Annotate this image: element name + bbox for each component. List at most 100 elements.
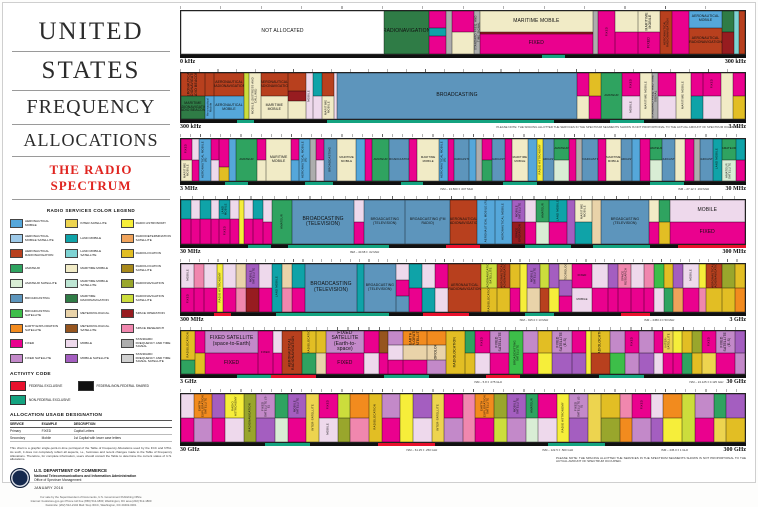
- legend-item: INTER-SATELLITE: [65, 217, 116, 230]
- allocation-block: LAND MOBILE: [712, 138, 722, 181]
- allocation-label: BROADCASTING: [327, 147, 332, 172]
- allocation-block: [716, 352, 736, 374]
- allocation-column: [682, 393, 695, 442]
- legend-item: AMATEUR SATELLITE: [10, 277, 61, 290]
- band-start-frequency: 3 GHz: [180, 379, 197, 385]
- allocation-column: BROADCASTING (TELEVISION): [364, 200, 406, 244]
- allocation-column: [291, 263, 305, 312]
- allocation-block: [619, 417, 633, 442]
- allocation-column: [571, 331, 586, 374]
- allocation-block: [402, 359, 427, 374]
- allocation-block: RADIO ASTRONOMY: [556, 393, 570, 442]
- allocation-block: [447, 138, 455, 181]
- ism-note: ISM – 5.8 ± .075 GHz: [474, 380, 503, 384]
- allocation-label: BROADCASTING: [492, 156, 505, 161]
- allocation-block: [195, 352, 206, 374]
- allocation-block: LAND MOBILE: [219, 200, 230, 220]
- allocation-block: [639, 331, 654, 353]
- allocation-block: [244, 200, 254, 220]
- allocation-column: [409, 138, 417, 181]
- allocation-column: AERONAUTICAL RADIONAVIGATION: [282, 331, 302, 374]
- allocation-column: [357, 263, 364, 312]
- allocation-block: AERONAUTICAL RADIONAVIGATION: [448, 263, 481, 312]
- allocation-column: [194, 263, 204, 312]
- activity-segment: [180, 442, 265, 446]
- allocation-column: [549, 263, 560, 312]
- allocation-block: [444, 417, 463, 442]
- band-start-frequency: 300 kHz: [180, 124, 202, 130]
- allocation-column: AMATEUR: [554, 138, 569, 181]
- legend-swatch: [10, 324, 23, 333]
- title-line: UNITED: [38, 18, 144, 45]
- activity-segment: [678, 245, 746, 248]
- allocation-column: [648, 200, 660, 244]
- activity-segment: [525, 312, 554, 316]
- allocation-block: METEOROLOGICAL: [559, 263, 573, 280]
- allocation-label: FIXED: [646, 37, 651, 49]
- legend-label: LAND MOBILE: [80, 235, 102, 240]
- allocation-block: [722, 32, 734, 54]
- allocation-block: [238, 200, 245, 244]
- allocation-column: EARTH EXPLORATION SATELLITE: [193, 393, 213, 442]
- allocation-block: [589, 96, 601, 119]
- allocation-column: LAND MOBILE: [712, 138, 722, 181]
- activity-segment: [423, 181, 503, 185]
- allocation-block: [223, 287, 237, 312]
- allocation-column: [610, 331, 625, 374]
- activity-segment: [564, 54, 679, 58]
- allocation-block: AERONAUTICAL MOBILE (R): [477, 200, 495, 244]
- legend-item: MOBILE: [65, 337, 116, 350]
- allocation-label: MARITIME MOBILE: [513, 17, 560, 24]
- allocation-block: RADIOLOCATION: [368, 393, 382, 442]
- allocation-block: FIXED: [475, 331, 490, 353]
- allocation-block: MARITIME MOBILE: [260, 96, 288, 119]
- allocation-block: [694, 417, 714, 442]
- publication-date: JANUARY 2016: [34, 485, 64, 490]
- activity-segment: [598, 375, 645, 378]
- allocation-column: [630, 263, 644, 312]
- legend-swatch: [65, 234, 79, 243]
- allocation-block: [263, 200, 272, 222]
- ism-note: ISM – 61.25 ± .250 GHz: [406, 447, 438, 452]
- activity-segment: [287, 245, 390, 248]
- allocation-column: RADIO ASTRONOMY: [556, 393, 570, 442]
- allocation-block: [223, 263, 237, 288]
- allocation-label: BROADCASTING (TELEVISION): [365, 282, 395, 291]
- allocation-block: [274, 393, 288, 418]
- frequency-band-300kHz-3MHz: AERONAUTICAL RADIONAVIGATION (RADIO BEAC…: [180, 68, 746, 132]
- allocation-block: [191, 200, 201, 220]
- allocation-block: MOBILE: [622, 96, 640, 119]
- allocation-label: FIXED: [706, 337, 711, 347]
- allocation-block: [648, 222, 660, 244]
- legend-item: RADIO ASTRONOMY: [120, 217, 172, 230]
- allocation-label: AERONAUTICAL MOBILE (R): [300, 141, 308, 178]
- legend-heading: RADIO SERVICES COLOR LEGEND: [46, 208, 136, 213]
- allocation-block: [600, 417, 620, 442]
- allocation-column: MOBILE FIXED: [181, 263, 195, 312]
- allocation-block: AERONAUTICAL MOBILE (R): [439, 138, 448, 181]
- allocation-column: AMATEUR: [601, 73, 622, 119]
- allocation-block: [673, 287, 684, 312]
- legend-label: MOBILE SATELLITE: [80, 355, 109, 360]
- legend-item: BROADCASTING: [10, 292, 61, 305]
- activity-swatch: [77, 381, 94, 391]
- allocation-label: FIXED SATELLITE (Earth-to-space): [331, 331, 359, 353]
- allocation-block: FIXED: [181, 287, 195, 312]
- allocation-column: MARITIME MOBILE FIXED: [637, 10, 661, 54]
- allocation-label: FIXED: [604, 27, 609, 37]
- allocation-label: AMATEUR: [554, 146, 569, 151]
- allocation-column: STANDARD FREQ. AND TIME SIGNAL: [474, 10, 480, 54]
- band-end-frequency: 300 GHz: [723, 446, 747, 453]
- allocation-block: [653, 287, 664, 312]
- allocation-column: [212, 393, 225, 442]
- allocation-column: [446, 10, 452, 54]
- allocation-column: RADIONAVIGATION SATELLITE RADIOLOCATION: [480, 263, 498, 312]
- allocation-block: [610, 331, 625, 353]
- band-end-frequency: 300 kHz: [724, 58, 746, 65]
- allocation-block: [181, 359, 196, 374]
- allocation-column: AERONAUTICAL RADIONAVIGATION: [448, 263, 481, 312]
- allocation-label: BROADCASTING: [454, 156, 469, 161]
- allocation-block: [378, 331, 389, 353]
- allocation-block: [256, 417, 275, 442]
- allocation-block: AERONAUTICAL MOBILE (R): [198, 138, 211, 181]
